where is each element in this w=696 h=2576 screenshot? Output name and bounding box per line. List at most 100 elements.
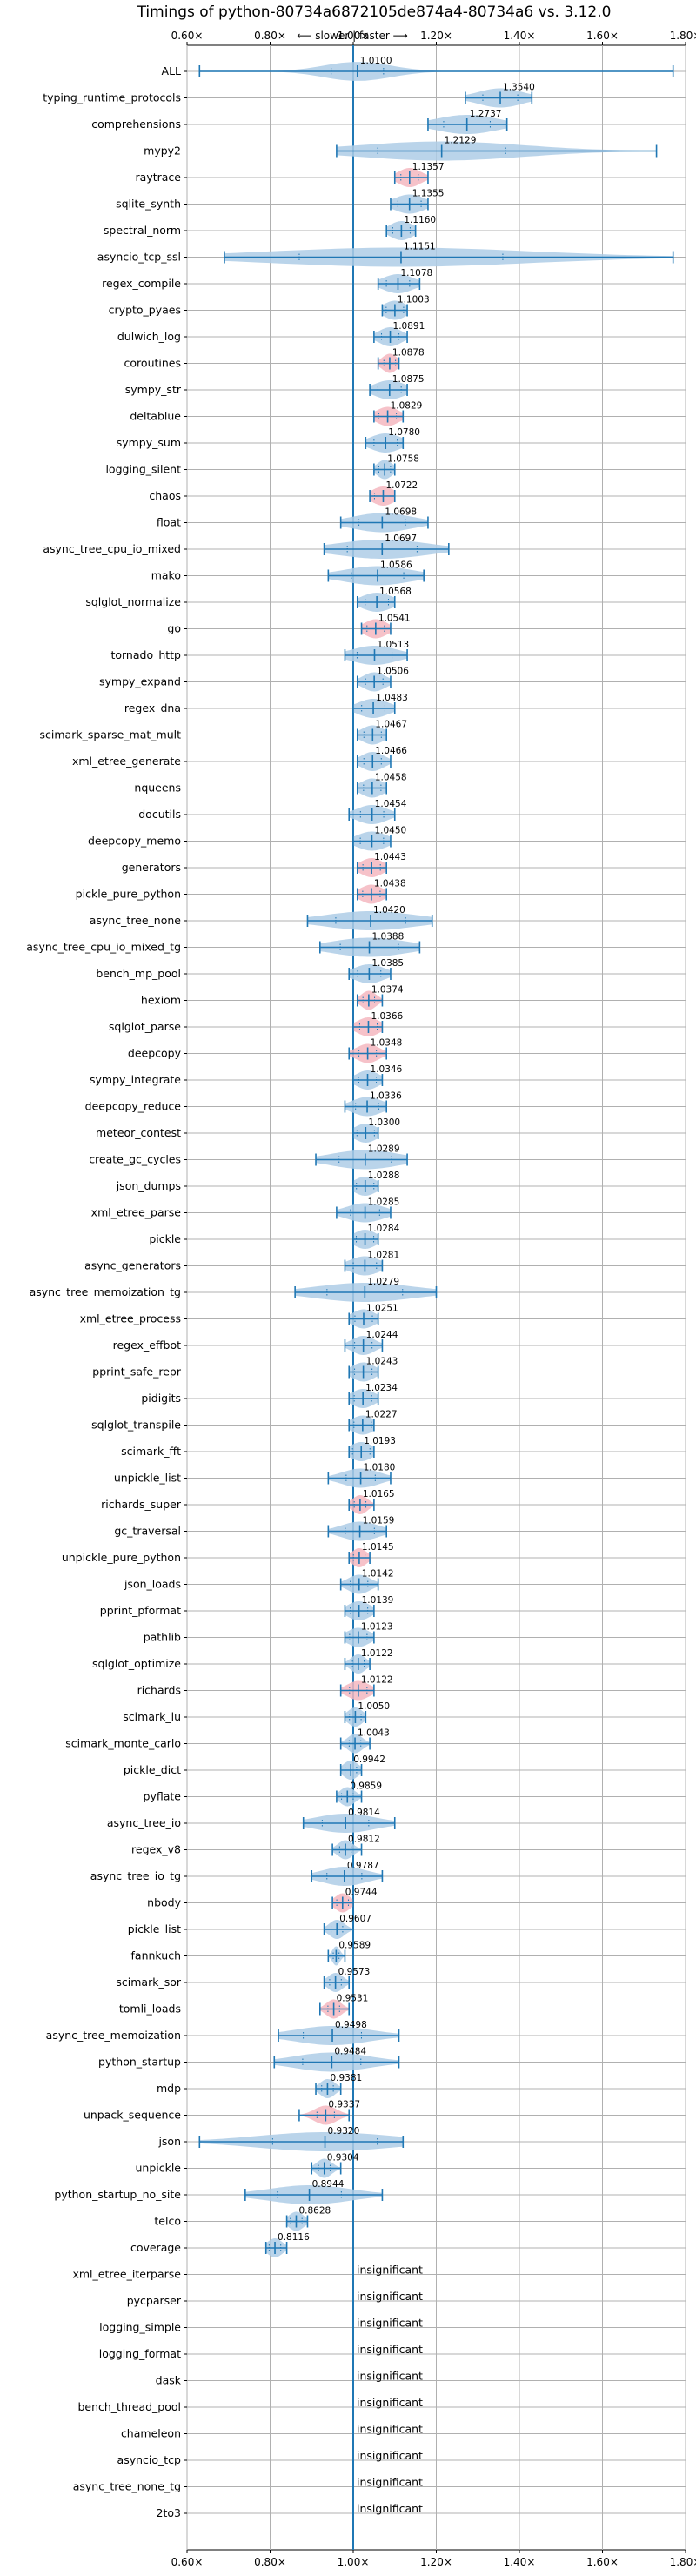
benchmark-name: go [167,622,181,635]
benchmark-name: asyncio_tcp_ssl [97,251,181,264]
benchmark-name: gc_traversal [114,1525,181,1538]
benchmark-name: pickle_list [128,1922,181,1935]
value-label: 1.0374 [371,985,404,996]
benchmark-name: unpickle_list [114,1472,181,1485]
value-label: 1.0122 [361,1648,393,1659]
benchmark-name: logging_format [99,2347,181,2360]
value-label: 1.0506 [377,667,409,677]
x-tick-label-top: 0.60× [171,30,204,42]
benchmark-name: nbody [147,1896,181,1909]
benchmark-name: meteor_contest [96,1126,181,1139]
value-label: 0.9498 [335,2020,367,2030]
benchmark-name: unpack_sequence [84,2109,181,2122]
benchmark-name: pycparser [127,2294,182,2307]
value-label: 1.0348 [371,1038,403,1049]
value-label: 0.9573 [338,1967,371,1977]
benchmark-name: coverage [130,2241,181,2254]
benchmark-name: ALL [162,64,182,77]
benchmark-name: pprint_pformat [100,1604,181,1617]
value-label: 1.0878 [392,348,425,359]
x-tick-label-bottom: 1.40× [504,2556,536,2568]
value-label: 0.9787 [347,1861,379,1871]
benchmark-name: comprehensions [91,117,181,131]
benchmark-name: deepcopy_memo [88,835,181,848]
value-label: 1.0288 [368,1171,400,1181]
x-tick-label-top: 1.20× [420,30,452,42]
value-label: 1.0139 [362,1595,394,1606]
value-label: 1.0385 [371,958,404,969]
benchmark-name: asyncio_tcp [117,2453,182,2466]
value-label: 0.8116 [278,2232,310,2243]
value-label: 1.0227 [365,1410,398,1420]
value-label: 1.0420 [373,905,405,916]
benchmark-name: async_tree_cpu_io_mixed_tg [26,941,181,954]
value-label: 1.0541 [378,614,411,624]
value-label: 0.9381 [330,2073,362,2083]
benchmark-name: bench_thread_pool [77,2400,181,2413]
value-label: 1.0145 [362,1542,394,1553]
value-label: 1.0193 [364,1436,396,1446]
value-label: 1.0891 [393,321,425,332]
value-label: 1.1078 [400,268,432,278]
benchmark-name: async_generators [84,1259,181,1272]
value-label: 1.0829 [391,401,423,412]
benchmark-name: coroutines [124,357,181,370]
benchmark-name: fannkuch [131,1949,181,1962]
x-tick-label-bottom: 0.80× [254,2556,286,2568]
value-label: 1.3540 [503,83,535,93]
benchmark-name: async_tree_memoization [46,2029,181,2042]
value-label: 1.0244 [366,1330,398,1340]
value-label: 1.1160 [404,215,436,225]
value-label: 1.0336 [370,1091,402,1102]
benchmark-name: pathlib [144,1631,181,1644]
benchmark-name: sympy_integrate [90,1073,181,1086]
value-label: 1.0697 [385,533,417,544]
value-label: 1.0458 [375,773,407,783]
value-label: 1.0279 [367,1277,399,1287]
benchmark-name: chaos [149,489,181,502]
benchmark-name: create_gc_cycles [89,1153,181,1166]
value-label: 1.0443 [374,852,406,862]
value-label: 1.0284 [368,1224,400,1234]
insignificant-label: insignificant [357,2449,423,2462]
benchmark-name: xml_etree_generate [72,755,181,768]
benchmark-name: crypto_pyaes [109,304,181,317]
benchmark-name: spectral_norm [104,224,181,237]
insignificant-label: insignificant [357,2370,423,2383]
value-label: 1.0050 [358,1701,390,1712]
value-label: 1.0513 [377,640,409,650]
benchmark-name: float [157,516,181,529]
value-label: 1.1151 [404,242,436,252]
benchmark-name: xml_etree_process [80,1312,181,1325]
value-label: 1.0466 [375,746,407,756]
benchmark-name: pickle [149,1232,181,1245]
value-label: 1.0875 [392,374,425,385]
benchmark-name: pickle_dict [124,1763,181,1776]
x-tick-label-bottom: 1.80× [670,2556,696,2568]
benchmark-name: scimark_sparse_mat_mult [40,728,182,741]
value-label: 1.0281 [367,1251,399,1261]
value-label: 1.0043 [358,1728,390,1739]
value-label: 0.9859 [350,1781,382,1792]
benchmark-name: scimark_lu [123,1710,181,1723]
benchmark-name: async_tree_io [107,1816,181,1829]
value-label: 0.9812 [348,1835,380,1845]
benchmark-name: regex_effbot [113,1338,181,1352]
insignificant-label: insignificant [357,2264,423,2277]
benchmark-name: generators [122,861,181,874]
value-label: 1.0285 [368,1197,400,1208]
insignificant-label: insignificant [357,2290,423,2303]
insignificant-label: insignificant [357,2343,423,2356]
value-label: 1.0100 [360,56,392,66]
value-label: 1.0289 [368,1144,400,1155]
benchmark-name: sqlglot_transpile [91,1419,181,1432]
benchmark-name: sqlglot_normalize [85,595,181,608]
benchmark-name: xml_etree_iterparse [72,2268,181,2281]
value-label: 0.9589 [338,1941,371,1951]
insignificant-label: insignificant [357,2317,423,2330]
insignificant-label: insignificant [357,2476,423,2489]
benchmark-name: xml_etree_parse [91,1206,182,1219]
value-label: 0.9942 [353,1754,385,1765]
